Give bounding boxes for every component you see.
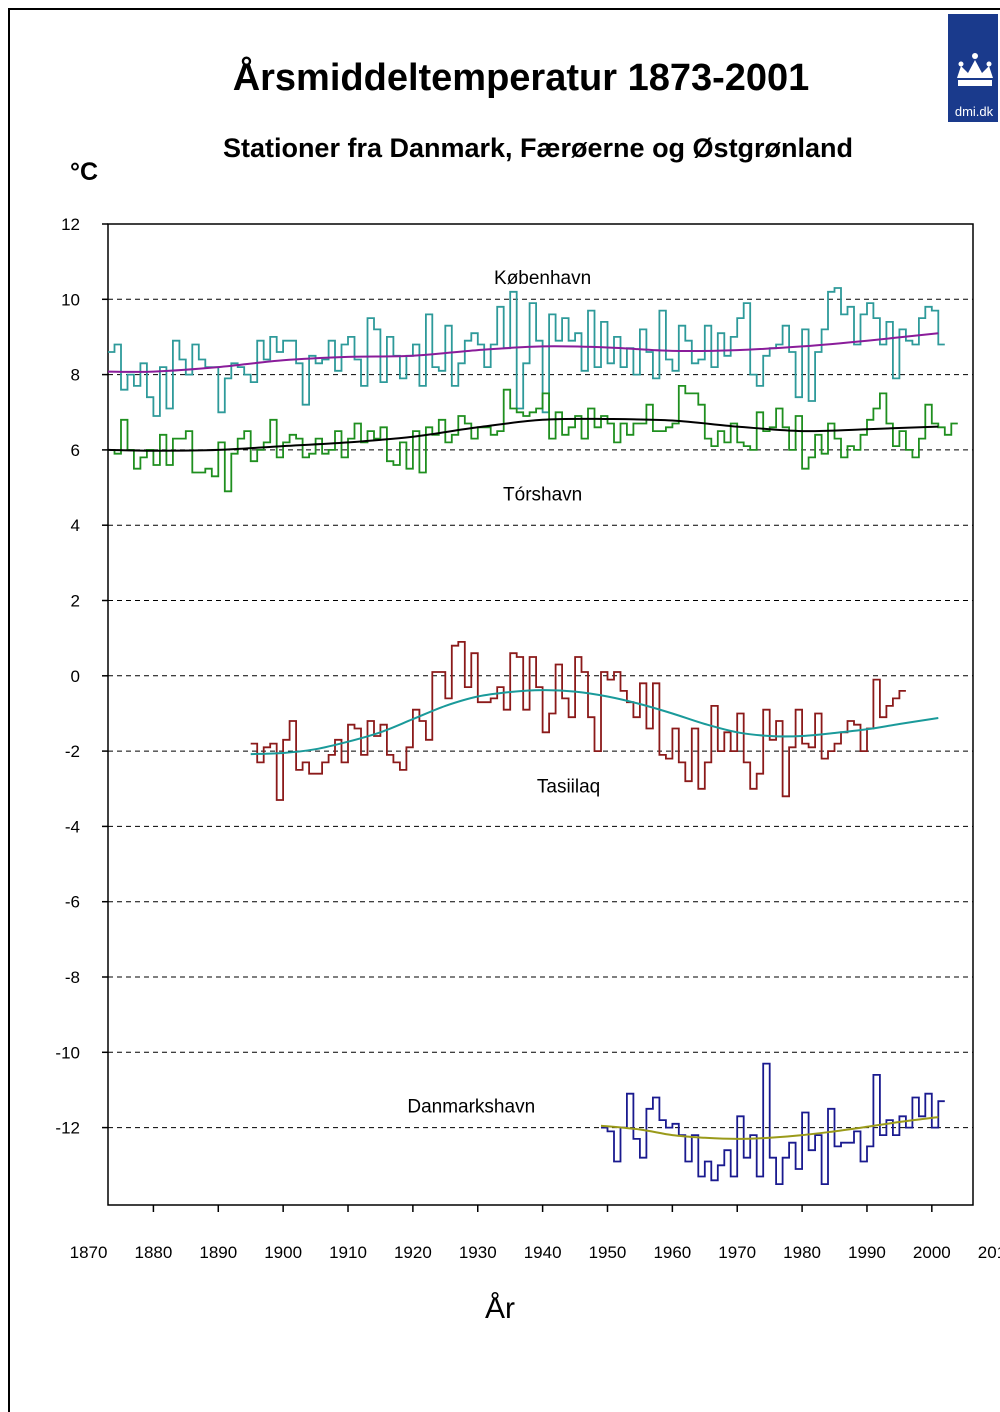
trend-line-danmarkshavn-trend <box>600 1116 939 1140</box>
series-line-t-rshavn <box>108 385 958 493</box>
y-tick-label: 6 <box>71 441 80 460</box>
y-tick-label: 4 <box>71 516 80 535</box>
trend-line-tasiilaq-trend <box>250 689 939 756</box>
x-tick-label: 1900 <box>264 1243 302 1262</box>
x-tick-label: 1870 <box>70 1243 108 1262</box>
x-tick-label: 1990 <box>848 1243 886 1262</box>
x-tick-label: 1890 <box>199 1243 237 1262</box>
crown-icon <box>957 53 993 86</box>
series-labels: København Tórshavn Tasiilaq Danmarkshavn <box>407 268 600 1117</box>
dmi-logo: dmi.dk <box>948 14 998 122</box>
grid-lines <box>108 298 973 1129</box>
chart-title: Årsmiddeltemperatur 1873-2001 <box>233 55 810 99</box>
x-tick-label: 1970 <box>718 1243 756 1262</box>
y-tick-label: -2 <box>65 742 80 761</box>
dmi-logo-text: dmi.dk <box>955 104 994 119</box>
chart-subtitle: Stationer fra Danmark, Færøerne og Østgr… <box>223 133 853 163</box>
y-tick-label: -6 <box>65 893 80 912</box>
x-tick-label: 1940 <box>524 1243 562 1262</box>
y-tick-label: -12 <box>55 1119 80 1138</box>
y-tick-label: 8 <box>71 366 80 385</box>
series-label-1: Tórshavn <box>503 485 582 506</box>
plot-area <box>107 223 974 1206</box>
trend-line-k-benhavn-trend <box>107 332 939 373</box>
x-tick-label: 1880 <box>134 1243 172 1262</box>
y-tick-label: 12 <box>61 215 80 234</box>
x-axis: 1870 1880 1890 1900 1910 1920 1930 1940 1950 1960… <box>70 1205 1000 1262</box>
y-tick-label: -10 <box>55 1043 80 1062</box>
x-tick-label: 1910 <box>329 1243 367 1262</box>
page-frame <box>8 8 1000 1412</box>
x-tick-label: 1930 <box>459 1243 497 1262</box>
x-tick-label: 1980 <box>783 1243 821 1262</box>
x-tick-label: 2000 <box>913 1243 951 1262</box>
series-label-2: Tasiilaq <box>537 777 600 798</box>
y-tick-label: -8 <box>65 968 80 987</box>
series-line-tasiilaq <box>250 641 906 801</box>
trend-line-t-rshavn-trend <box>107 417 939 452</box>
y-tick-label: 0 <box>71 667 80 686</box>
series-label-0: København <box>494 268 591 289</box>
series-line-danmarkshavn <box>601 1062 945 1185</box>
data-series <box>107 287 958 1185</box>
x-tick-label: 2010 <box>978 1243 1000 1262</box>
series-label-3: Danmarkshavn <box>407 1097 535 1118</box>
x-tick-label: 1920 <box>394 1243 432 1262</box>
x-tick-label: 1950 <box>589 1243 627 1262</box>
y-axis: 12 10 8 6 4 2 0 -2 -4 -6 -8 -10 -12 <box>55 215 108 1138</box>
x-axis-label: År <box>485 1292 515 1325</box>
y-tick-label: 10 <box>61 290 80 309</box>
x-tick-label: 1960 <box>653 1243 691 1262</box>
y-axis-unit-label: °C <box>70 158 98 186</box>
y-tick-label: 2 <box>71 592 80 611</box>
series-line-k-benhavn <box>108 287 945 417</box>
y-tick-label: -4 <box>65 817 80 836</box>
